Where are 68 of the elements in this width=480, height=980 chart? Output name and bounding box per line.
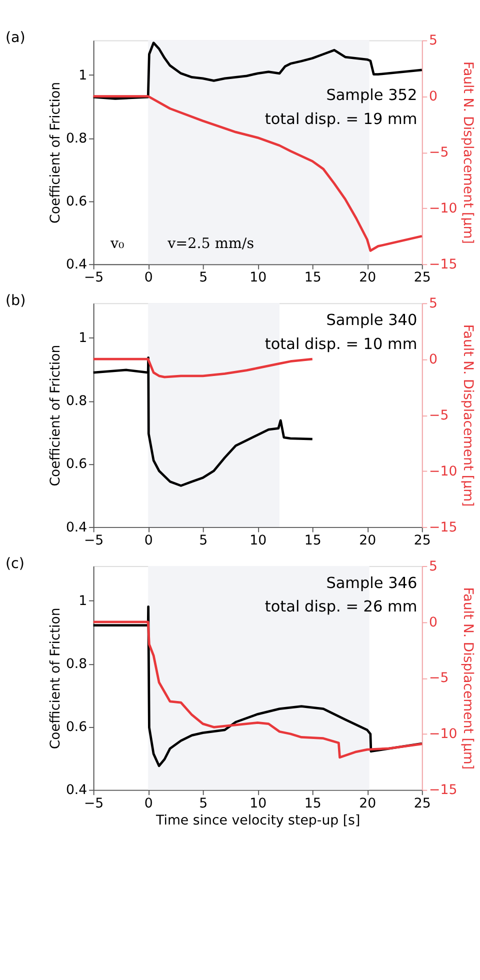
y-axis-title: Coefficient of Friction xyxy=(48,608,64,750)
x-tick-label: −5 xyxy=(84,270,104,286)
x-axis-title: Time since velocity step-up [s] xyxy=(155,814,360,829)
y-tick-label: 0.8 xyxy=(66,394,88,410)
y2-tick-label: −5 xyxy=(429,671,449,686)
y2-tick-label: −5 xyxy=(429,408,449,424)
x-tick-label: 20 xyxy=(359,796,376,812)
y-axis-title: Coefficient of Friction xyxy=(48,82,64,224)
x-tick-label: 0 xyxy=(144,270,153,286)
y2-tick-label: −15 xyxy=(429,257,458,272)
y2-axis-title: Fault N. Displacement [μm] xyxy=(460,61,475,244)
annotation: v=2.5 mm/s xyxy=(166,236,254,252)
line-series xyxy=(92,356,314,487)
y-tick-label: 1 xyxy=(78,331,88,346)
chart-title: (c) xyxy=(5,556,24,572)
annotation: Sample 346 xyxy=(326,574,418,592)
y-tick-label: 1 xyxy=(78,68,88,84)
y-tick-label: 0.8 xyxy=(66,131,88,146)
annotation: Sample 340 xyxy=(326,311,418,330)
x-tick-label: 5 xyxy=(199,534,208,549)
x-tick-label: 25 xyxy=(414,534,431,549)
y2-tick-label: 0 xyxy=(429,615,438,630)
x-tick-label: 5 xyxy=(199,270,208,286)
x-tick-label: 15 xyxy=(304,534,322,549)
y2-tick-label: −10 xyxy=(429,201,458,216)
x-tick-label: 10 xyxy=(250,796,267,812)
chart-title: (a) xyxy=(5,30,26,46)
chart-title: (b) xyxy=(5,293,26,310)
x-tick-label: 20 xyxy=(359,534,376,549)
y2-tick-label: −10 xyxy=(429,464,458,480)
y-tick-label: 0.6 xyxy=(66,194,88,210)
y2-tick-label: −10 xyxy=(429,727,458,742)
y2-tick-label: 0 xyxy=(429,352,438,368)
x-tick-label: 5 xyxy=(199,796,208,812)
annotation: Sample 352 xyxy=(326,86,418,104)
x-tick-label: 25 xyxy=(414,796,431,812)
x-tick-label: 20 xyxy=(359,270,376,286)
annotation: v₀ xyxy=(109,236,125,252)
line-series xyxy=(92,358,314,378)
y2-tick-label: −15 xyxy=(429,520,458,536)
y2-tick-label: −5 xyxy=(429,146,449,160)
y2-tick-label: −15 xyxy=(429,783,458,798)
y-tick-label: 0.4 xyxy=(66,783,88,798)
x-tick-label: 15 xyxy=(304,270,322,286)
annotation: total disp. = 10 mm xyxy=(264,334,418,353)
y2-tick-label: 5 xyxy=(429,34,438,49)
y-tick-label: 1 xyxy=(78,594,88,609)
annotation: total disp. = 19 mm xyxy=(264,110,418,128)
x-tick-label: 0 xyxy=(144,534,153,549)
y2-tick-label: 0 xyxy=(429,90,438,105)
annotation: total disp. = 26 mm xyxy=(264,598,418,616)
y-tick-label: 0.4 xyxy=(66,257,88,272)
y2-tick-label: 5 xyxy=(429,296,438,312)
x-tick-label: 10 xyxy=(250,270,267,286)
y2-axis-title: Fault N. Displacement [μm] xyxy=(460,587,475,770)
y-axis-title: Coefficient of Friction xyxy=(48,344,64,486)
x-tick-label: −5 xyxy=(84,796,104,812)
y-tick-label: 0.8 xyxy=(66,657,88,672)
y2-axis-title: Fault N. Displacement [μm] xyxy=(460,324,475,507)
y-tick-label: 0.6 xyxy=(66,457,88,472)
x-tick-label: 15 xyxy=(304,796,322,812)
x-tick-label: 10 xyxy=(250,534,267,549)
x-tick-label: 0 xyxy=(144,796,153,812)
x-tick-label: −5 xyxy=(84,534,104,549)
x-tick-label: 25 xyxy=(414,270,431,286)
y2-tick-label: 5 xyxy=(429,559,438,574)
y-tick-label: 0.6 xyxy=(66,720,88,736)
y-tick-label: 0.4 xyxy=(66,520,88,536)
